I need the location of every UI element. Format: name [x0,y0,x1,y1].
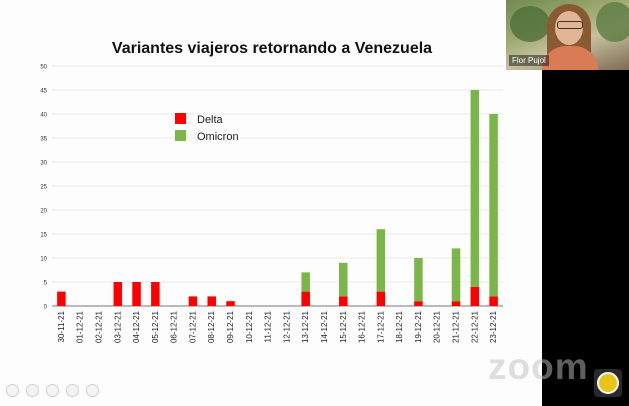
bar-delta [132,282,141,306]
bar-omicron [301,272,310,292]
y-tick-label: 45 [40,89,47,95]
bar-delta [489,296,498,306]
bars [57,90,498,306]
chart-title: Variantes viajeros retornando a Venezuel… [112,40,432,57]
y-tick-label: 30 [40,161,47,167]
y-tick-label: 20 [40,209,47,215]
bar-delta [414,301,423,306]
glasses [557,21,583,29]
x-tick-label: 04-12-21 [132,310,141,343]
legend-swatch-delta [175,113,186,124]
foliage-right [596,2,629,42]
prev-slide-icon[interactable] [6,384,19,397]
x-tick-label: 20-12-21 [433,310,442,343]
chart: Variantes viajeros retornando a Venezuel… [40,40,503,343]
zoom-icon[interactable] [66,384,79,397]
bar-delta [301,291,310,306]
participant-name: Flor Pujol [509,55,549,66]
x-tick-label: 30-11-21 [57,310,66,342]
grid-lines [52,65,503,307]
x-tick-label: 19-12-21 [414,310,423,343]
bar-delta [376,291,386,306]
x-tick-label: 03-12-21 [113,310,122,343]
x-tick-label: 01-12-21 [76,310,85,343]
slide-controls [6,384,99,397]
y-tick-label: 0 [44,305,48,311]
x-tick-label: 16-12-21 [358,310,367,343]
x-tick-label: 23-12-21 [489,310,498,343]
x-tick-label: 07-12-21 [188,310,197,343]
legend-label-delta: Delta [197,114,224,126]
bar-delta [113,282,123,306]
x-tick-label: 09-12-21 [226,310,235,343]
corner-logo-icon [594,369,622,397]
bar-omicron [339,262,348,297]
bar-delta [207,296,216,306]
foliage-left [510,6,550,42]
x-tick-label: 17-12-21 [376,310,385,343]
participant-video[interactable]: Flor Pujol [506,0,629,70]
y-tick-label: 35 [40,137,47,143]
y-tick-label: 25 [40,185,47,191]
y-tick-label: 50 [40,65,47,71]
bar-delta [451,301,461,306]
x-tick-label: 12-12-21 [282,310,291,343]
x-tick-label: 14-12-21 [320,310,329,343]
legend: Delta Omicron [175,113,239,143]
bar-delta [151,282,160,306]
x-tick-label: 05-12-21 [151,310,160,343]
bar-delta [339,296,348,306]
bar-omicron [489,114,498,297]
bar-delta [188,296,198,306]
bar-delta [470,286,480,306]
y-tick-label: 5 [44,281,48,287]
y-tick-label: 10 [40,257,47,263]
x-tick-label: 13-12-21 [301,310,310,343]
bar-omicron [451,248,461,302]
x-tick-label: 21-12-21 [452,310,461,343]
legend-label-omicron: Omicron [197,131,239,143]
legend-swatch-omicron [175,130,186,141]
person-body [542,46,598,70]
bar-delta [226,301,235,306]
y-tick-label: 15 [40,233,47,239]
zoom-watermark: zoom [488,346,589,387]
menu-icon[interactable] [86,384,99,397]
bar-delta [57,291,66,306]
x-tick-label: 02-12-21 [94,310,103,343]
x-tick-label: 18-12-21 [395,310,404,343]
x-tick-label: 10-12-21 [245,310,254,343]
y-axis-ticks: 0 5 10 15 20 25 30 35 40 45 50 [40,65,47,311]
next-slide-icon[interactable] [26,384,39,397]
pen-icon[interactable] [46,384,59,397]
x-tick-label: 08-12-21 [207,310,216,343]
x-tick-label: 11-12-21 [264,310,273,342]
bar-omicron [376,229,386,292]
x-tick-label: 15-12-21 [339,310,348,343]
y-tick-label: 40 [40,113,47,119]
x-axis-ticks: 30-11-21 01-12-21 02-12-21 03-12-21 04-12-21… [57,310,498,343]
x-tick-label: 06-12-21 [170,310,179,343]
bar-omicron [414,258,423,302]
bar-omicron [470,90,480,287]
x-tick-label: 22-12-21 [470,310,479,343]
presentation-slide: Variantes viajeros retornando a Venezuel… [0,0,542,406]
